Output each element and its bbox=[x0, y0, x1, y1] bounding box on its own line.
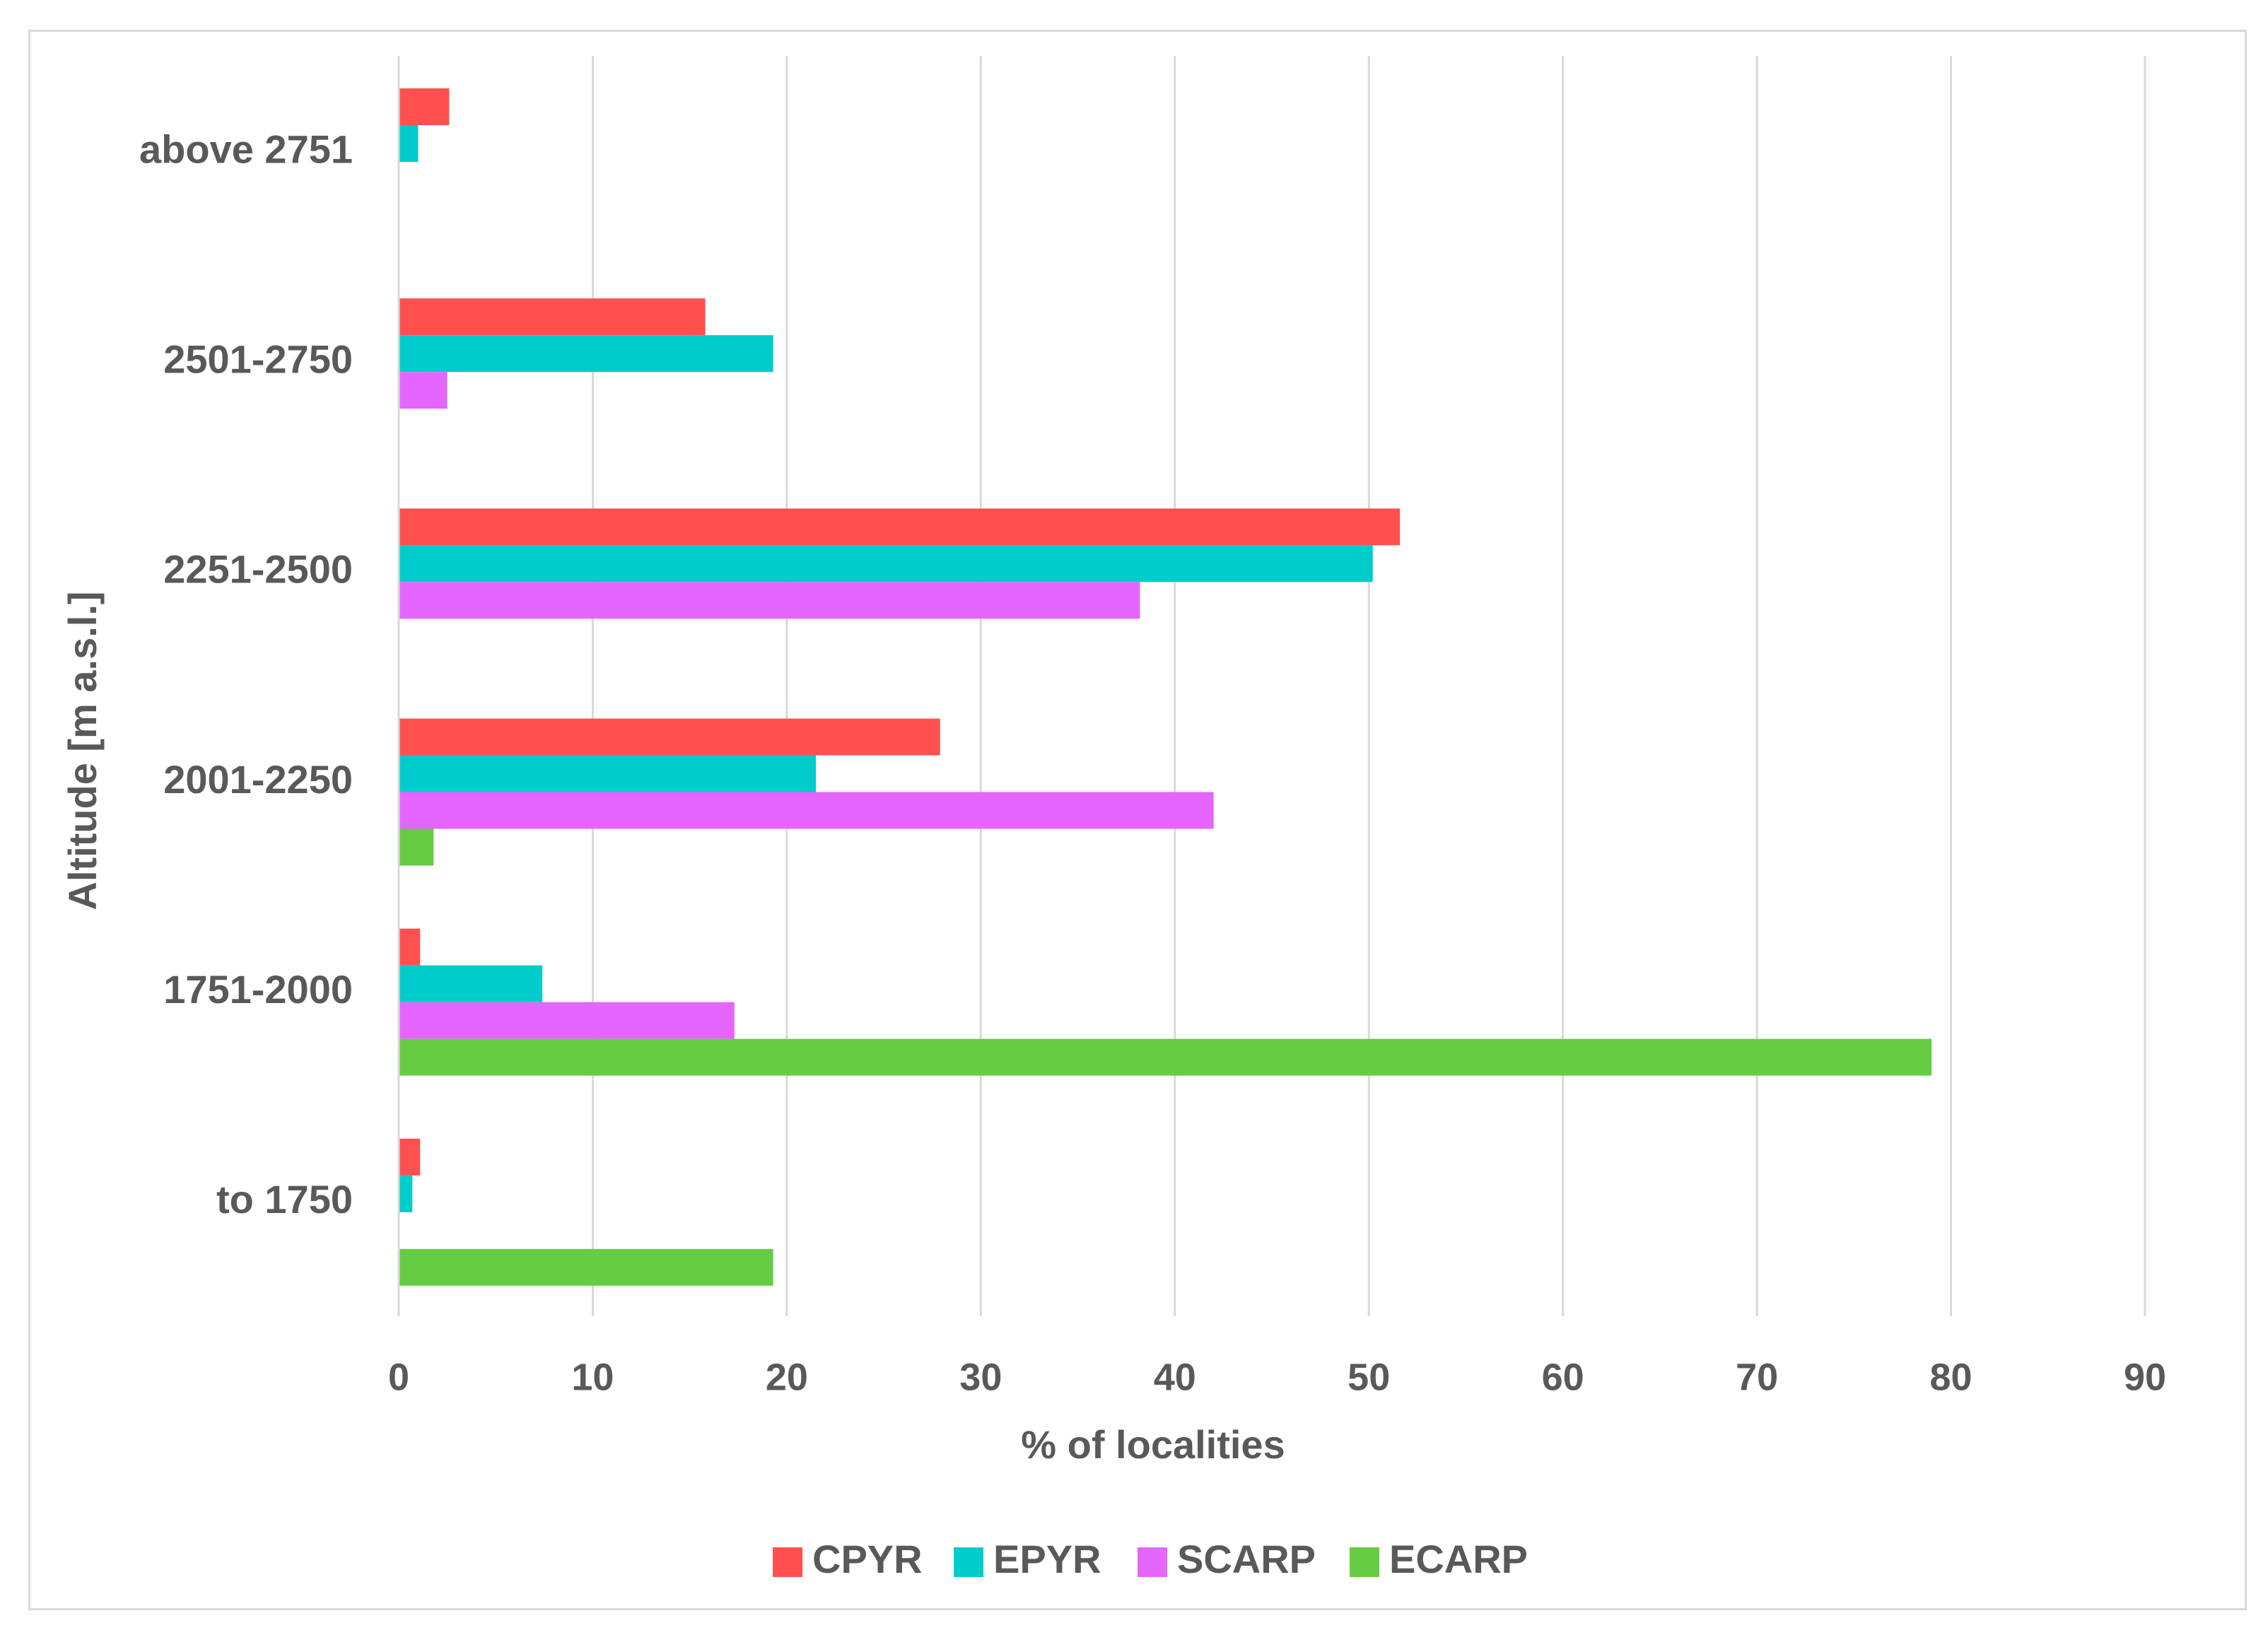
grid-lines bbox=[591, 56, 2146, 1316]
x-tick-label: 0 bbox=[388, 1356, 409, 1398]
x-tick-label: 90 bbox=[2124, 1356, 2166, 1398]
y-category-label: above 2751 bbox=[139, 127, 353, 171]
bar-scarp bbox=[399, 1002, 735, 1039]
x-tick-labels: 0 10 20 30 40 50 60 70 80 90 bbox=[388, 1356, 2166, 1398]
bar-ecarp bbox=[399, 1038, 1932, 1076]
legend-label-scarp: SCARP bbox=[1177, 1537, 1316, 1581]
bar-epyr bbox=[399, 755, 817, 792]
y-category-labels: above 2751 2501-2750 2251-2500 2001-2250 175… bbox=[139, 127, 353, 1221]
y-axis-title: Altitude [m a.s.l.] bbox=[60, 591, 105, 910]
x-tick-label: 70 bbox=[1736, 1356, 1778, 1398]
y-category-label: 2251-2500 bbox=[163, 547, 353, 592]
bar-epyr bbox=[399, 1175, 413, 1212]
x-tick-label: 10 bbox=[571, 1356, 614, 1398]
x-tick-label: 40 bbox=[1154, 1356, 1196, 1398]
bars bbox=[399, 88, 1932, 1286]
legend-label-cpyr: CPYR bbox=[812, 1537, 923, 1581]
bar-cpyr bbox=[399, 1138, 421, 1176]
y-category-label: 1751-2000 bbox=[163, 967, 353, 1012]
y-category-label: 2501-2750 bbox=[163, 337, 353, 382]
legend-label-epyr: EPYR bbox=[993, 1537, 1101, 1581]
legend-swatch-scarp bbox=[1138, 1547, 1167, 1577]
bar-epyr bbox=[399, 125, 419, 162]
x-tick-label: 80 bbox=[1930, 1356, 1972, 1398]
y-category-label: 2001-2250 bbox=[163, 757, 353, 802]
bar-cpyr bbox=[399, 928, 421, 966]
bar-scarp bbox=[399, 792, 1214, 829]
bar-epyr bbox=[399, 545, 1373, 582]
y-category-label: to 1750 bbox=[216, 1177, 353, 1221]
x-axis-title: % of localities bbox=[1021, 1422, 1285, 1467]
bar-scarp bbox=[399, 372, 448, 409]
x-tick-label: 60 bbox=[1542, 1356, 1584, 1398]
chart-frame: above 2751 2501-2750 2251-2500 2001-2250 175… bbox=[28, 30, 2247, 1610]
bar-ecarp bbox=[399, 1248, 773, 1286]
bar-cpyr bbox=[399, 88, 450, 125]
bar-ecarp bbox=[399, 828, 434, 866]
legend-swatch-epyr bbox=[954, 1547, 983, 1577]
legend-label-ecarp: ECARP bbox=[1389, 1537, 1528, 1581]
chart-svg: above 2751 2501-2750 2251-2500 2001-2250 175… bbox=[60, 56, 2166, 1581]
bar-epyr bbox=[399, 965, 543, 1002]
x-tick-label: 20 bbox=[766, 1356, 808, 1398]
bar-cpyr bbox=[399, 718, 940, 756]
x-tick-label: 30 bbox=[959, 1356, 1002, 1398]
bar-scarp bbox=[399, 582, 1140, 619]
legend-swatch-ecarp bbox=[1350, 1547, 1379, 1577]
legend: CPYR EPYR SCARP ECARP bbox=[773, 1537, 1528, 1581]
x-tick-label: 50 bbox=[1348, 1356, 1390, 1398]
bar-epyr bbox=[399, 335, 773, 373]
bar-cpyr bbox=[399, 298, 706, 336]
bar-cpyr bbox=[399, 508, 1401, 546]
legend-swatch-cpyr bbox=[773, 1547, 802, 1577]
